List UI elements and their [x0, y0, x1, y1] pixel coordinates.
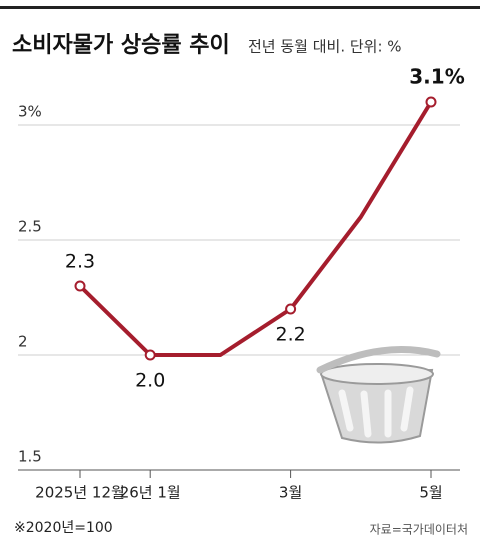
marker	[285, 303, 297, 315]
x-tick-label: 3월	[279, 484, 302, 502]
top-rule	[0, 6, 480, 9]
y-tick-label: 2	[18, 333, 28, 351]
data-label: 2.0	[135, 370, 165, 392]
marker	[144, 349, 156, 361]
y-tick-label: 2.5	[18, 218, 42, 236]
marker	[425, 96, 437, 108]
line	[78, 100, 433, 357]
data-label: 3.1%	[409, 65, 464, 89]
marker	[74, 280, 86, 292]
y-tick-label: 1.5	[18, 448, 42, 466]
x-tick-label: 2025년 12월	[35, 484, 125, 502]
source: 자료=국가데이터처	[370, 523, 468, 537]
x-tick-label: 5월	[419, 484, 442, 502]
footnote: ※2020년=100	[14, 520, 113, 536]
y-tick-label: 3%	[18, 103, 42, 121]
data-label: 2.2	[275, 324, 305, 346]
chart-title: 소비자물가 상승률 추이	[12, 33, 230, 58]
basket-icon	[316, 346, 441, 444]
data-label: 2.3	[65, 251, 95, 273]
x-tick-label: 26년 1월	[120, 484, 181, 502]
chart-subtitle: 전년 동월 대비. 단위: %	[248, 38, 402, 56]
